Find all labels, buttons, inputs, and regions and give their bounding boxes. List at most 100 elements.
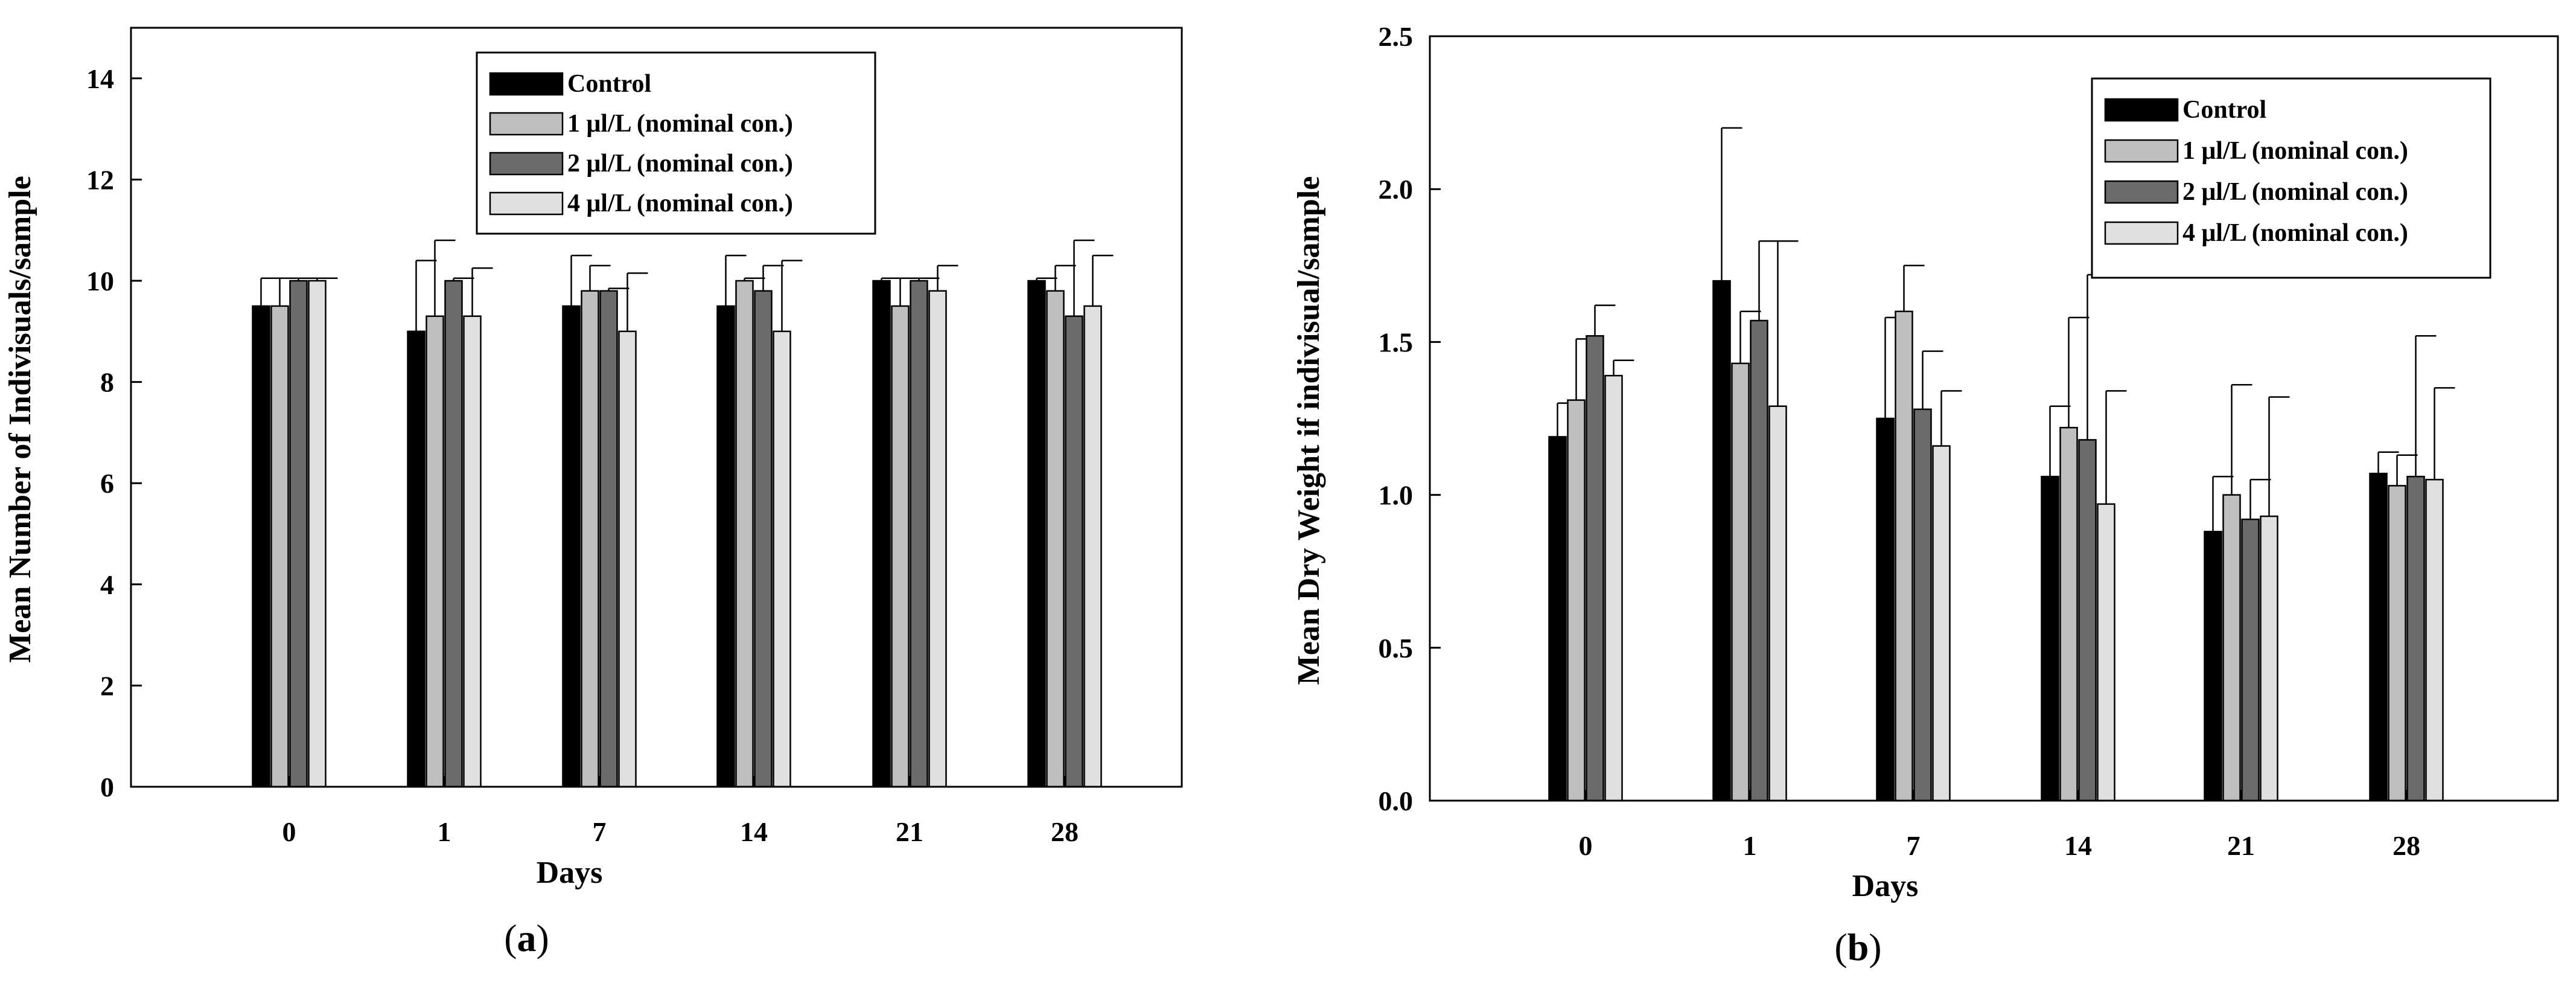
y-tick-label: 0 <box>100 772 114 802</box>
bar-a-s1-0 <box>272 306 289 787</box>
legend: Control 1 μl/L (nominal con.) 2 μl/L (nomi… <box>477 53 875 234</box>
bar-b-s1-28 <box>2389 485 2406 801</box>
x-axis-title: Days <box>537 856 603 890</box>
bar-b-s3-1 <box>1770 406 1787 801</box>
bar-b-s1-1 <box>1732 363 1749 801</box>
figure: 024681012140 1 7 14 21 28DaysMean Number of I… <box>0 0 2576 983</box>
x-tick-label: 28 <box>1051 816 1079 847</box>
bar-b-s3-7 <box>1933 446 1950 801</box>
bar-a-s2-7 <box>601 291 617 787</box>
bar-b-s2-21 <box>2242 519 2259 801</box>
legend-swatch-2 <box>490 153 563 175</box>
bar-a-s0-1 <box>408 331 425 787</box>
bar-a-s2-28 <box>1066 316 1083 787</box>
x-tick-label: 0 <box>282 816 296 847</box>
bar-b-s1-21 <box>2224 495 2240 801</box>
panel-label: (b) <box>1834 926 1881 969</box>
legend-swatch-2 <box>2105 181 2178 203</box>
panel-label-letter: a <box>517 917 537 959</box>
bar-a-s0-0 <box>253 306 270 787</box>
x-tick-label: 1 <box>1743 830 1757 861</box>
bar-a-s1-7 <box>582 291 599 787</box>
y-tick-label: 6 <box>100 468 114 499</box>
bar-b-s3-28 <box>2426 479 2443 801</box>
bar-a-s2-14 <box>755 291 772 787</box>
bar-a-s1-14 <box>736 281 753 787</box>
bar-b-s2-1 <box>1751 321 1768 801</box>
bar-b-s3-14 <box>2098 504 2115 801</box>
bar-a-s0-14 <box>718 306 735 787</box>
x-tick-label: 28 <box>2393 830 2420 861</box>
y-tick-label: 4 <box>100 569 114 600</box>
bar-a-s0-21 <box>873 281 890 787</box>
legend-label-2: 2 μl/L (nominal con.) <box>2182 178 2408 206</box>
bar-b-s3-21 <box>2261 516 2278 801</box>
bar-a-s3-14 <box>774 331 791 787</box>
legend-swatch-0 <box>2105 99 2178 121</box>
bar-b-s2-14 <box>2079 440 2096 801</box>
x-tick-label: 14 <box>740 816 768 847</box>
panel-label-letter: b <box>1848 926 1869 969</box>
chart-panel-a: 0 2 4 6 8 10 12 14 0 1 7 14 21 28 Days Mean Number of I… <box>3 28 1182 959</box>
panel-label: (a) <box>504 917 549 959</box>
y-tick-label: 0.0 <box>1379 786 1414 816</box>
y-tick-label: 2.5 <box>1379 21 1414 52</box>
chart-panel-b: 0.0 0.5 1.0 1.5 2.0 2.5 0 1 7 14 21 28 Days Mean Dry … <box>1292 21 2558 969</box>
bar-a-s3-0 <box>309 281 326 787</box>
bar-b-s0-0 <box>1549 437 1566 801</box>
legend-label-3: 4 μl/L (nominal con.) <box>2182 219 2408 247</box>
bar-a-s3-1 <box>464 316 481 787</box>
x-tick-label: 14 <box>2064 830 2092 861</box>
y-tick-label: 2 <box>100 670 114 701</box>
bar-a-s0-28 <box>1028 281 1045 787</box>
x-tick-label: 21 <box>896 816 923 847</box>
x-tick-label: 1 <box>438 816 451 847</box>
y-tick-label: 10 <box>86 266 114 296</box>
legend-label-0: Control <box>2182 96 2266 124</box>
bar-b-s1-14 <box>2061 427 2077 801</box>
x-tick-label: 7 <box>1907 830 1921 861</box>
legend-label-0: Control <box>567 70 651 98</box>
bar-b-s2-28 <box>2408 476 2425 801</box>
bar-a-s3-28 <box>1085 306 1101 787</box>
x-tick-label: 7 <box>593 816 607 847</box>
bar-a-s2-1 <box>445 281 462 787</box>
legend-label-3: 4 μl/L (nominal con.) <box>567 190 793 217</box>
legend-label-1: 1 μl/L (nominal con.) <box>2182 137 2408 165</box>
bar-b-s1-0 <box>1568 400 1585 801</box>
bar-b-s0-1 <box>1714 281 1730 801</box>
legend-label-2: 2 μl/L (nominal con.) <box>567 150 793 178</box>
x-tick-label: 21 <box>2227 830 2255 861</box>
x-axis-title: Days <box>1852 869 1919 903</box>
y-tick-label: 14 <box>86 63 114 94</box>
y-tick-label: 0.5 <box>1379 633 1414 664</box>
x-tick-label: 0 <box>1579 830 1593 861</box>
bar-b-s2-0 <box>1587 336 1604 801</box>
bar-b-s0-28 <box>2370 473 2387 801</box>
legend-swatch-3 <box>490 193 563 214</box>
bar-a-s1-21 <box>892 306 909 787</box>
bar-b-s1-7 <box>1896 312 1913 801</box>
bar-a-s3-21 <box>929 291 946 787</box>
bar-a-s2-0 <box>290 281 307 787</box>
bar-a-s0-7 <box>563 306 580 787</box>
legend-swatch-1 <box>490 113 563 135</box>
bar-a-s2-21 <box>911 281 928 787</box>
legend-label-1: 1 μl/L (nominal con.) <box>567 110 793 138</box>
y-tick-label: 1.5 <box>1379 327 1414 357</box>
bar-b-s2-7 <box>1914 409 1931 801</box>
y-axis-title: Mean Number of Indivisuals/sample <box>3 176 37 663</box>
y-tick-label: 1.0 <box>1379 480 1414 511</box>
y-axis-title: Mean Dry Weight if indivisual/sample <box>1292 176 1326 685</box>
y-tick-label: 8 <box>100 367 114 398</box>
bar-a-s1-28 <box>1047 291 1064 787</box>
legend-swatch-3 <box>2105 222 2178 244</box>
bar-b-s0-7 <box>1877 418 1894 801</box>
legend: Control 1 μl/L (nominal con.) 2 μl/L (nomi… <box>2092 78 2490 278</box>
bar-b-s0-21 <box>2205 531 2222 801</box>
y-tick-label: 2.0 <box>1379 174 1414 205</box>
legend-swatch-1 <box>2105 140 2178 162</box>
legend-swatch-0 <box>490 73 563 95</box>
bar-a-s3-7 <box>619 331 636 787</box>
bar-a-s1-1 <box>427 316 444 787</box>
